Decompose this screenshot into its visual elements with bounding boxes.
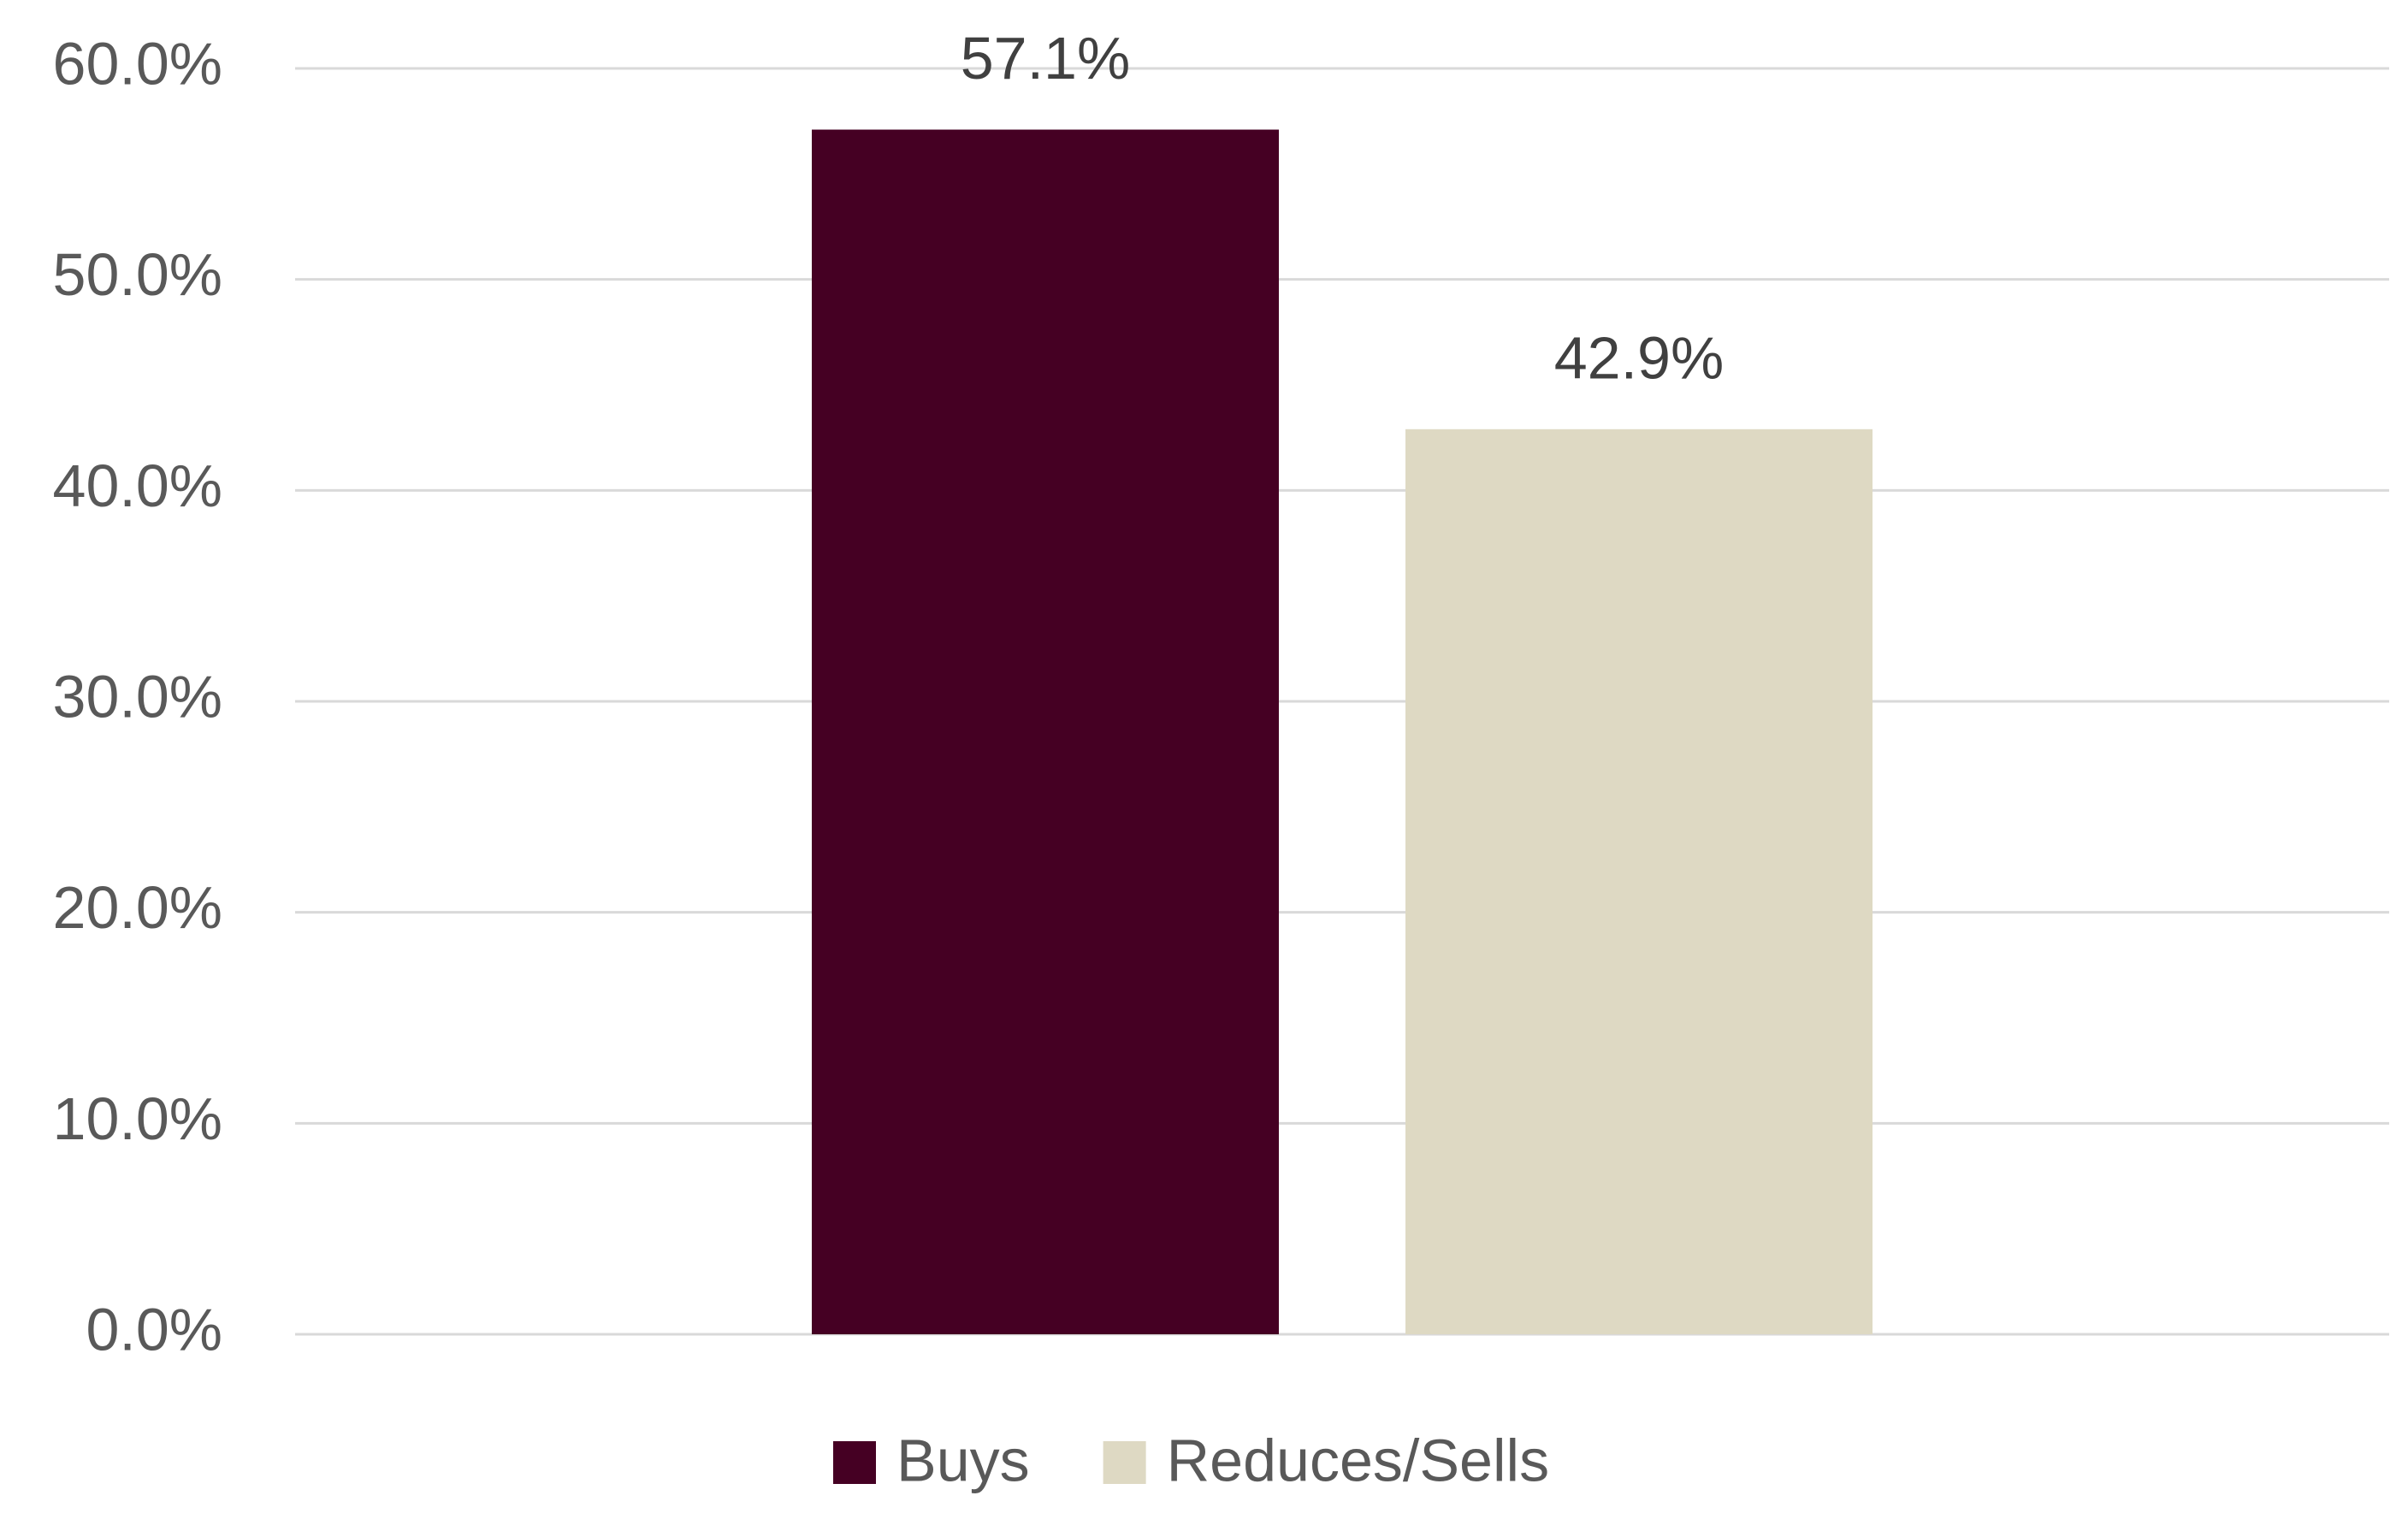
- y-tick-label: 40.0%: [53, 452, 222, 519]
- data-label: 42.9%: [1554, 324, 1724, 391]
- legend-swatch: [1103, 1441, 1146, 1484]
- data-label: 57.1%: [961, 25, 1130, 92]
- legend-swatch: [833, 1441, 876, 1484]
- y-tick-label: 60.0%: [53, 30, 222, 97]
- legend-label: Buys: [896, 1427, 1030, 1493]
- y-tick-label: 30.0%: [53, 663, 222, 730]
- y-tick-label: 10.0%: [53, 1085, 222, 1152]
- legend-label: Reduces/Sells: [1167, 1427, 1549, 1493]
- y-tick-label: 20.0%: [53, 874, 222, 941]
- bar: [812, 129, 1279, 1335]
- y-tick-label: 0.0%: [86, 1296, 222, 1363]
- y-tick-label: 50.0%: [53, 241, 222, 308]
- bar: [1405, 429, 1873, 1334]
